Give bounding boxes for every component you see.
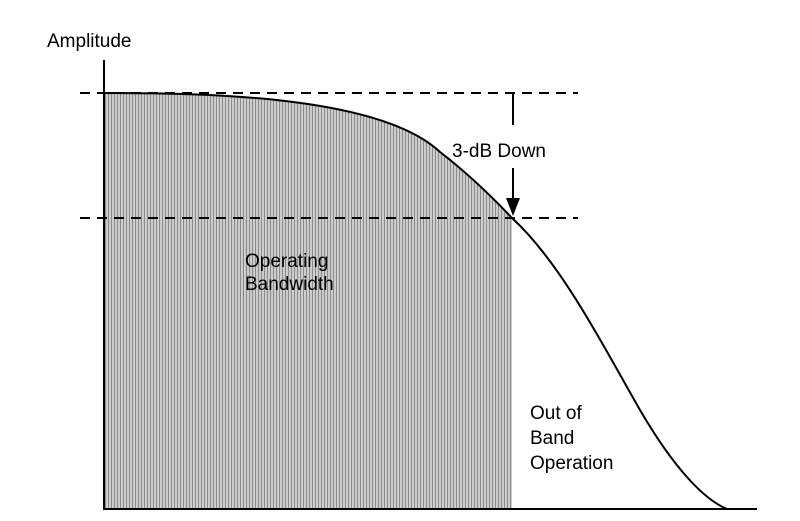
response-curve (103, 92, 728, 510)
annotation-label: 3-dB Down (452, 141, 546, 162)
out-of-band-label-line2: Band (530, 428, 574, 449)
out-of-band-label-line1: Out of (530, 403, 582, 424)
operating-bandwidth-fill (104, 93, 512, 509)
y-axis-label: Amplitude (47, 31, 132, 52)
operating-bandwidth-label-line1: Operating (245, 251, 328, 272)
operating-bandwidth-label-line2: Bandwidth (245, 274, 334, 295)
out-of-band-label-line3: Operation (530, 453, 613, 474)
annotation-arrow-head-icon (506, 198, 520, 216)
